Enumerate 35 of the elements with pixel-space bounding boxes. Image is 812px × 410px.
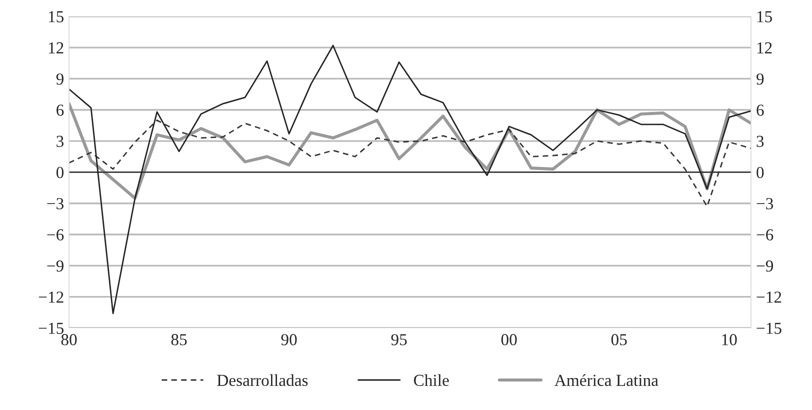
y2-tick-label: −12 bbox=[756, 292, 782, 303]
y-tick-label: 12 bbox=[48, 42, 64, 54]
line-series bbox=[69, 120, 752, 208]
y2-tick-label: −6 bbox=[756, 229, 774, 240]
y-tick-label: 9 bbox=[56, 73, 64, 85]
line-series bbox=[69, 102, 752, 200]
y2-tick-label: −15 bbox=[756, 322, 782, 334]
y-tick-label: 15 bbox=[48, 11, 64, 22]
y2-tick-label: 9 bbox=[756, 73, 764, 85]
y-tick-label: −6 bbox=[47, 229, 64, 240]
x-tick-label: 85 bbox=[171, 334, 187, 346]
legend-label: América Latina bbox=[554, 374, 658, 386]
y-tick-label: 6 bbox=[56, 104, 64, 116]
y2-tick-label: −3 bbox=[756, 198, 774, 210]
y2-tick-label: 6 bbox=[756, 104, 764, 116]
y2-tick-label: 3 bbox=[756, 136, 764, 147]
y2-tick-label: 15 bbox=[757, 11, 772, 22]
y2-tick-label: −9 bbox=[756, 260, 774, 272]
y2-tick-label: 0 bbox=[756, 166, 764, 178]
legend-label: Chile bbox=[414, 374, 449, 386]
x-tick-label: 95 bbox=[391, 334, 407, 346]
y-tick-label: 0 bbox=[56, 166, 64, 178]
y2-tick-label: 12 bbox=[757, 42, 772, 54]
legend-label: Desarrolladas bbox=[217, 374, 308, 386]
x-tick-label: 10 bbox=[722, 334, 737, 346]
y-tick-label: −3 bbox=[47, 198, 64, 210]
x-tick-label: 00 bbox=[501, 334, 517, 346]
x-tick-label: 90 bbox=[281, 334, 297, 346]
y-tick-label: −9 bbox=[47, 260, 64, 272]
y-tick-label: 3 bbox=[56, 136, 64, 147]
y-tick-label: −12 bbox=[38, 292, 64, 303]
y-tick-label: −15 bbox=[38, 322, 64, 334]
x-tick-label: 05 bbox=[611, 334, 627, 346]
x-tick-label: 80 bbox=[61, 334, 77, 346]
line-series bbox=[69, 44, 752, 314]
